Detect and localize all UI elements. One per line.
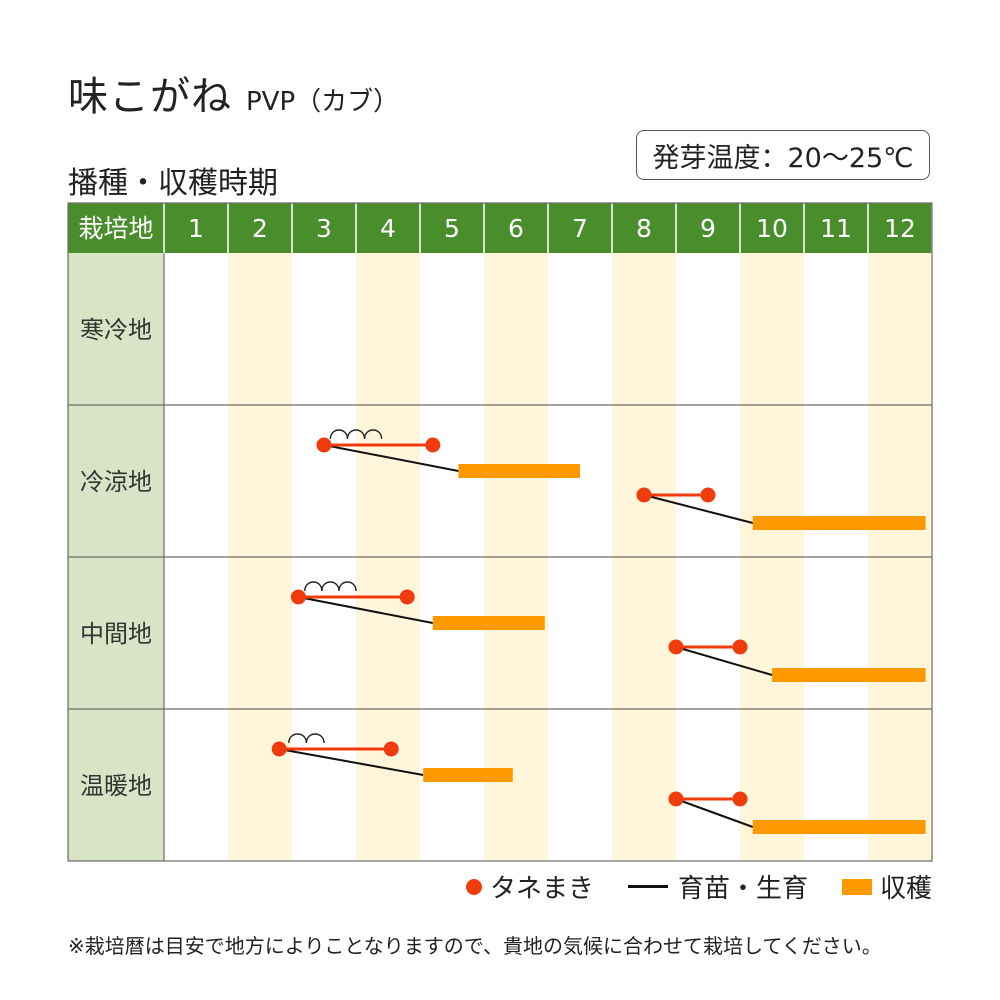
legend-harvest: 収穫	[841, 868, 932, 905]
month-label: 5	[444, 214, 460, 243]
legend: タネまき 育苗・生育 収穫	[465, 868, 932, 905]
schedule	[668, 639, 926, 682]
header-bar	[68, 203, 932, 253]
temperature-badge: 発芽温度：20〜25℃	[636, 130, 930, 180]
region-label: 寒冷地	[80, 316, 152, 344]
month-label: 8	[636, 214, 652, 243]
schedule	[316, 429, 580, 478]
schedule	[668, 791, 926, 834]
nursery-line	[675, 798, 754, 828]
month-label: 3	[316, 214, 332, 243]
month-label: 12	[884, 214, 916, 243]
variety-subtitle: PVP（カブ）	[246, 87, 400, 117]
sowing-start-dot	[636, 487, 652, 503]
month-label: 1	[188, 214, 204, 243]
nursery-line-icon	[627, 885, 668, 888]
sowing-end-dot	[732, 639, 748, 655]
harvest-bar	[772, 668, 926, 682]
sowing-end-dot	[732, 791, 748, 807]
sowing-start-dot	[290, 589, 306, 605]
tunnel-icon	[288, 733, 325, 744]
chart-border	[67, 202, 933, 862]
temperature-text: 発芽温度：20〜25℃	[652, 142, 914, 174]
schedule	[636, 487, 926, 530]
legend-nursery: 育苗・生育	[627, 868, 808, 905]
page-title: 味こがね PVP（カブ）	[68, 64, 399, 122]
month-label: 2	[252, 214, 268, 243]
sowing-dot-icon	[465, 878, 482, 895]
month-label: 9	[700, 214, 716, 243]
month-label: 4	[380, 214, 396, 243]
month-label: 10	[756, 214, 788, 243]
sowing-start-dot	[271, 741, 287, 757]
sowing-start-dot	[668, 639, 684, 655]
schedule	[271, 733, 513, 782]
nursery-line	[298, 596, 433, 624]
month-label: 11	[820, 214, 852, 243]
month-label: 6	[508, 214, 524, 243]
legend-sowing-label: タネまき	[489, 874, 594, 904]
region-label: 冷涼地	[80, 468, 152, 496]
sowing-end-dot	[700, 487, 716, 503]
legend-nursery-label: 育苗・生育	[677, 874, 808, 904]
sowing-start-dot	[316, 437, 332, 453]
variety-name: 味こがね	[68, 74, 232, 120]
legend-sowing: タネまき	[465, 868, 594, 905]
harvest-bar	[432, 616, 545, 630]
harvest-bar-icon	[841, 878, 872, 895]
sowing-end-dot	[383, 741, 399, 757]
nursery-line	[643, 494, 754, 524]
legend-harvest-label: 収穫	[879, 874, 932, 904]
region-label: 温暖地	[80, 772, 152, 800]
sowing-end-dot	[425, 437, 441, 453]
harvest-bar	[752, 516, 926, 530]
region-label: 中間地	[80, 620, 152, 648]
tunnel-icon	[329, 429, 383, 440]
section-title: 播種・収穫時期	[68, 166, 278, 201]
harvest-bar	[752, 820, 926, 834]
header-label: 栽培地	[78, 214, 153, 243]
nursery-line	[323, 444, 459, 472]
sowing-start-dot	[668, 791, 684, 807]
harvest-bar	[423, 768, 513, 782]
month-label: 7	[572, 214, 588, 243]
nursery-line	[675, 646, 773, 676]
footnote: ※栽培暦は目安で地方によりことなりますので、貴地の気候に合わせて栽培してください…	[68, 934, 882, 958]
nursery-line	[279, 748, 424, 776]
harvest-bar	[458, 464, 580, 478]
tunnel-icon	[304, 581, 357, 592]
sowing-end-dot	[399, 589, 415, 605]
schedule	[290, 581, 545, 630]
